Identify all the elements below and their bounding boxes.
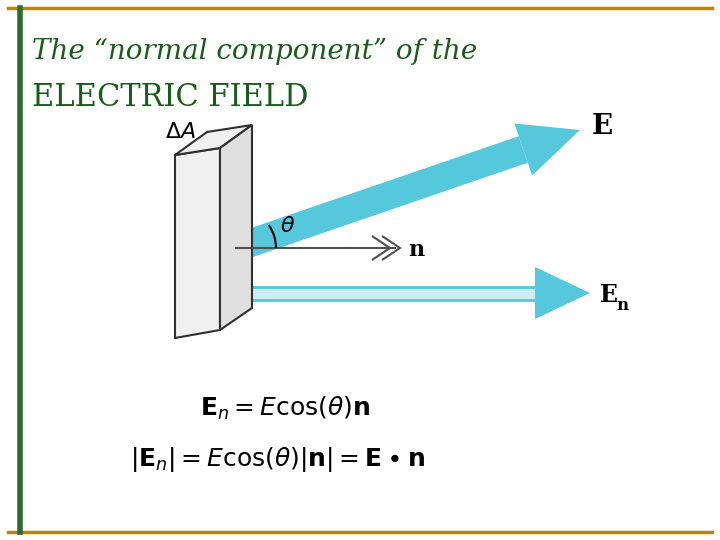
Text: E: E: [592, 112, 613, 139]
Text: $\theta$: $\theta$: [280, 216, 296, 236]
Text: $\Delta A$: $\Delta A$: [165, 121, 196, 143]
Text: n: n: [616, 296, 628, 314]
Text: n: n: [408, 239, 424, 261]
Polygon shape: [514, 124, 580, 176]
Text: $\mathbf{E}_n = E\cos(\theta)\mathbf{n}$: $\mathbf{E}_n = E\cos(\theta)\mathbf{n}$: [200, 395, 370, 422]
Polygon shape: [175, 125, 252, 155]
Text: $|\mathbf{E}_n| = E\cos(\theta)|\mathbf{n}| = \mathbf{E}\bullet\mathbf{n}$: $|\mathbf{E}_n| = E\cos(\theta)|\mathbf{…: [130, 445, 425, 474]
Polygon shape: [220, 125, 252, 330]
Text: E: E: [600, 283, 618, 307]
Polygon shape: [175, 148, 220, 338]
Polygon shape: [231, 136, 528, 261]
Text: ELECTRIC FIELD: ELECTRIC FIELD: [32, 82, 308, 113]
Polygon shape: [535, 267, 590, 319]
Text: The “normal component” of the: The “normal component” of the: [32, 38, 477, 65]
